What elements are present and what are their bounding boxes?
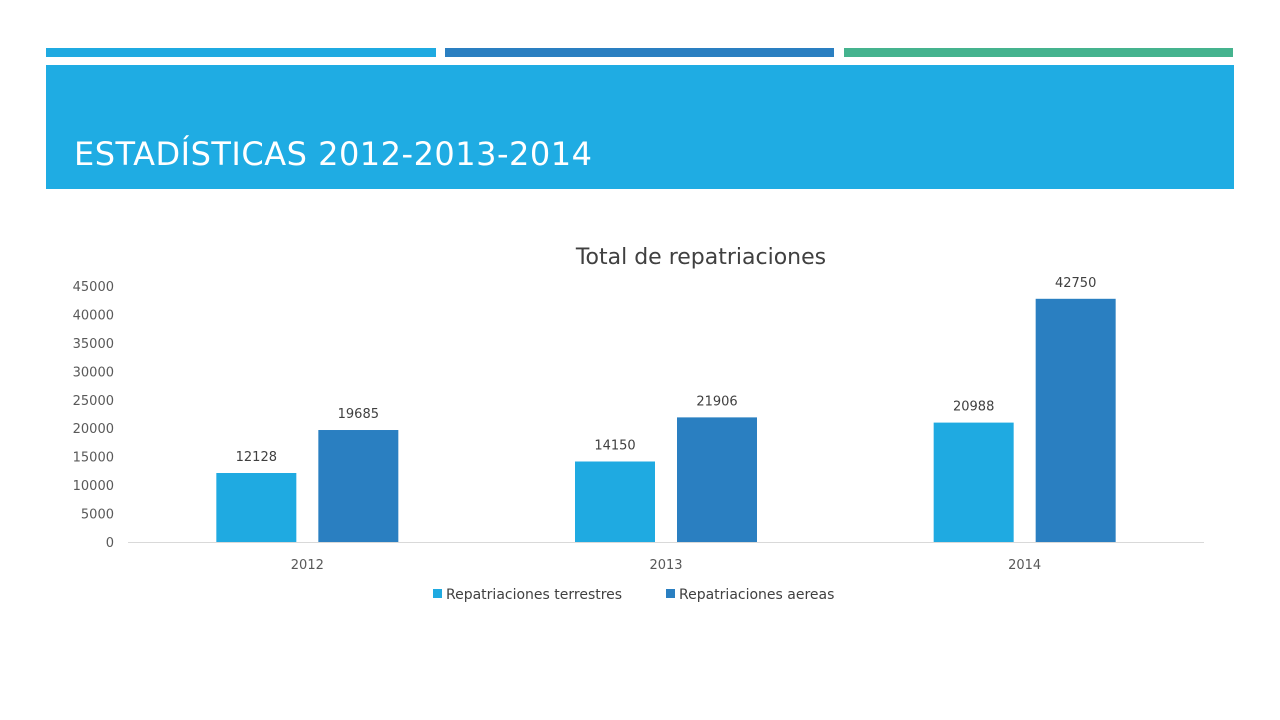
legend-label: Repatriaciones terrestres	[446, 587, 622, 603]
data-label: 12128	[236, 450, 277, 465]
data-label: 20988	[953, 400, 994, 415]
legend-label: Repatriaciones aereas	[679, 587, 834, 603]
chart-title: Total de repatriaciones	[575, 245, 826, 270]
x-tick-label: 2012	[291, 558, 324, 573]
y-tick-label: 35000	[73, 337, 114, 352]
y-tick-label: 40000	[73, 308, 114, 323]
y-tick-label: 10000	[73, 479, 114, 494]
y-tick-label: 5000	[81, 508, 114, 523]
accent-stripe-dark	[445, 48, 834, 57]
y-tick-label: 25000	[73, 394, 114, 409]
data-label: 42750	[1055, 276, 1096, 291]
slide-title: ESTADÍSTICAS 2012-2013-2014	[74, 135, 593, 173]
x-tick-label: 2014	[1008, 558, 1041, 573]
bar-chart: Total de repatriaciones 0 5000 10000 15000 2…	[73, 245, 1204, 603]
bar	[318, 430, 399, 542]
y-tick-label: 20000	[73, 422, 114, 437]
y-tick-label: 45000	[73, 280, 114, 295]
accent-stripe-light	[46, 48, 436, 57]
x-tick-label: 2013	[649, 558, 682, 573]
legend-swatch	[666, 589, 675, 598]
data-label: 14150	[594, 439, 635, 454]
y-tick-label: 15000	[73, 451, 114, 466]
legend-swatch	[433, 589, 442, 598]
accent-stripe-green	[844, 48, 1233, 57]
title-band: ESTADÍSTICAS 2012-2013-2014	[46, 65, 1234, 189]
bar	[216, 473, 297, 542]
bar	[933, 422, 1014, 542]
bar	[1035, 298, 1116, 542]
bars: 12128 19685 14150 21906 20988 42750	[216, 276, 1116, 542]
data-label: 21906	[696, 394, 737, 409]
bar	[677, 417, 757, 542]
y-axis: 0 5000 10000 15000 20000 25000 30000 35000 40000…	[73, 280, 114, 551]
bar	[575, 461, 655, 542]
data-label: 19685	[338, 407, 379, 422]
y-tick-label: 30000	[73, 365, 114, 380]
y-tick-label: 0	[106, 536, 114, 551]
legend: Repatriaciones terrestres Repatriaciones …	[433, 587, 834, 603]
x-axis: 2012 2013 2014	[128, 542, 1204, 573]
